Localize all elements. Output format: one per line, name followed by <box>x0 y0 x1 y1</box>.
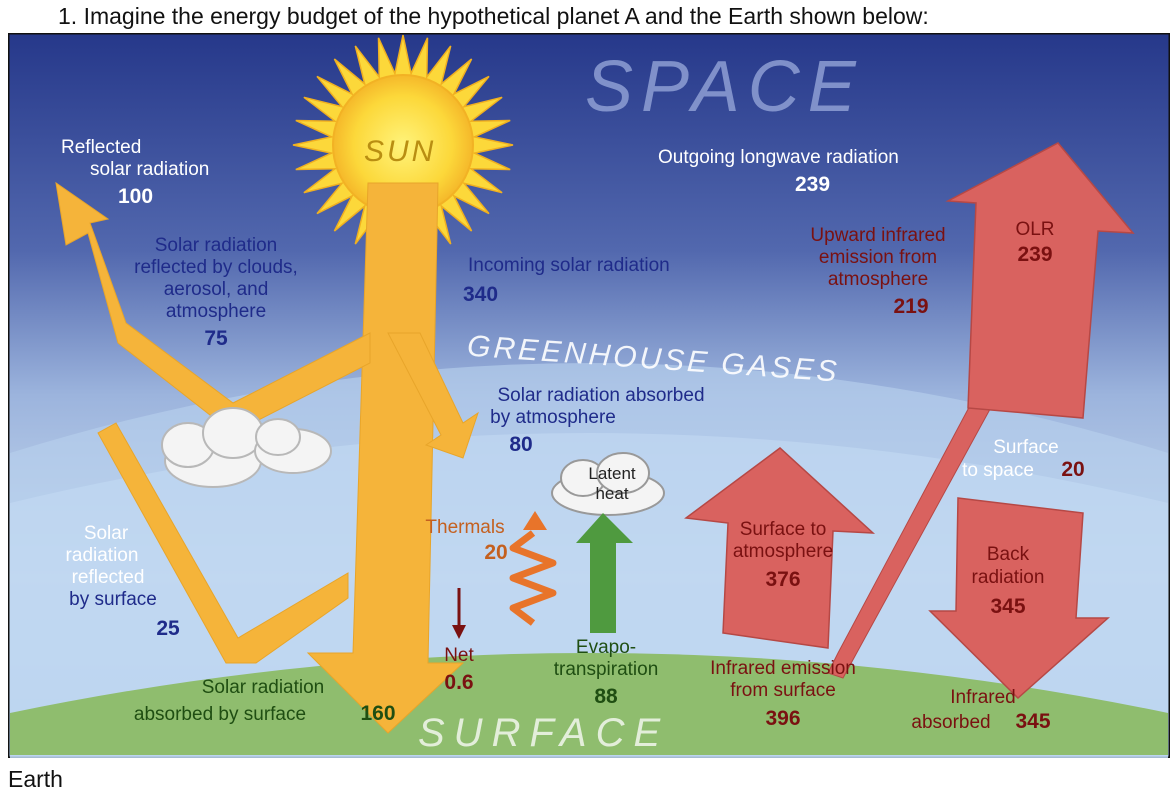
thermals-arrow-head <box>523 511 547 530</box>
back-radiation-label-2: radiation <box>972 567 1045 588</box>
energy-budget-diagram: SPACE GREENHOUSE GASES SURFACE SUN Laten… <box>8 33 1170 758</box>
olr-label: OLR <box>1015 219 1054 240</box>
evapotranspiration-value: 88 <box>594 685 618 708</box>
infrared-absorbed-value: 345 <box>1015 710 1050 733</box>
reflected-clouds-label-4: atmosphere <box>166 301 266 322</box>
surface-label: SURFACE <box>418 711 669 755</box>
sun-label: SUN <box>364 135 436 168</box>
surface-to-space-label-1: Surface <box>993 437 1058 458</box>
reflected-surface-label-1: Solar <box>84 523 129 544</box>
question-text: 1. Imagine the energy budget of the hypo… <box>58 3 929 29</box>
outgoing-longwave-label: Outgoing longwave radiation <box>658 147 899 168</box>
incoming-solar-label: Incoming solar radiation <box>468 255 670 276</box>
olr-arrow <box>945 142 1135 419</box>
infrared-absorbed-label-2: absorbed <box>911 712 990 733</box>
reflected-clouds-label-1: Solar radiation <box>155 235 278 256</box>
upward-infrared-label-3: atmosphere <box>828 269 928 290</box>
infrared-emission-value: 396 <box>765 707 800 730</box>
absorbed-surface-label-2: absorbed by surface <box>134 704 306 725</box>
thermals-value: 20 <box>484 541 507 564</box>
thermals-arrow <box>509 530 557 626</box>
figure-caption: Earth <box>8 766 63 792</box>
surface-to-space-value: 20 <box>1061 458 1084 481</box>
absorbed-atmosphere-label-1: Solar radiation absorbed <box>497 385 704 406</box>
incoming-solar-arrow <box>306 182 465 734</box>
reflected-solar-label-1: Reflected <box>61 137 141 158</box>
outgoing-longwave-value: 239 <box>795 173 830 196</box>
reflected-solar-value: 100 <box>118 185 153 208</box>
latent-heat-label-1: Latent <box>588 464 636 483</box>
reflected-surface-label-4: by surface <box>69 589 157 610</box>
upward-infrared-value: 219 <box>893 295 928 318</box>
back-radiation-label-1: Back <box>987 544 1030 565</box>
absorbed-by-atmosphere-arrow <box>387 332 479 459</box>
incoming-solar-value: 340 <box>463 283 498 306</box>
evapotranspiration-label-2: transpiration <box>554 659 659 680</box>
surface-to-atmosphere-arrow <box>684 447 876 649</box>
reflected-surface-label-2: radiation <box>66 545 139 566</box>
infrared-absorbed-label-1: Infrared <box>950 687 1015 708</box>
surface-to-space-label-2: to space <box>962 460 1034 481</box>
infrared-emission-label-2: from surface <box>730 680 836 701</box>
cloud-icon <box>161 407 332 488</box>
reflected-surface-label-3: reflected <box>72 567 145 588</box>
infrared-emission-label-1: Infrared emission <box>710 658 856 679</box>
absorbed-surface-value: 160 <box>360 702 395 725</box>
back-radiation-arrow <box>928 497 1110 700</box>
thermals-label: Thermals <box>425 517 504 538</box>
evapotranspiration-label-1: Evapo- <box>576 637 636 658</box>
net-value: 0.6 <box>444 671 473 694</box>
olr-value: 239 <box>1017 243 1052 266</box>
reflected-by-surface-arrow <box>97 422 349 664</box>
reflected-clouds-value: 75 <box>204 327 228 350</box>
reflected-clouds-label-2: reflected by clouds, <box>134 257 298 278</box>
surface-ground <box>10 653 1168 755</box>
net-label: Net <box>444 645 474 666</box>
surface-to-atmosphere-label-2: atmosphere <box>733 541 833 562</box>
space-label: SPACE <box>585 47 864 127</box>
absorbed-surface-label-1: Solar radiation <box>202 677 325 698</box>
reflected-surface-value: 25 <box>156 617 180 640</box>
back-radiation-value: 345 <box>990 595 1025 618</box>
latent-heat-cloud-icon <box>551 452 665 516</box>
reflected-solar-label-2: solar radiation <box>90 159 209 180</box>
absorbed-atmosphere-label-2: by atmosphere <box>490 407 616 428</box>
surface-to-atmosphere-label-1: Surface to <box>740 519 827 540</box>
surface-to-atmosphere-value: 376 <box>765 568 800 591</box>
net-arrow-head <box>452 625 466 639</box>
evapotranspiration-shaft <box>590 538 616 633</box>
absorbed-atmosphere-value: 80 <box>509 433 532 456</box>
upward-infrared-label-2: emission from <box>819 247 937 268</box>
reflected-clouds-label-3: aerosol, and <box>164 279 269 300</box>
upward-infrared-label-1: Upward infrared <box>810 225 945 246</box>
latent-heat-label-2: heat <box>595 484 628 503</box>
